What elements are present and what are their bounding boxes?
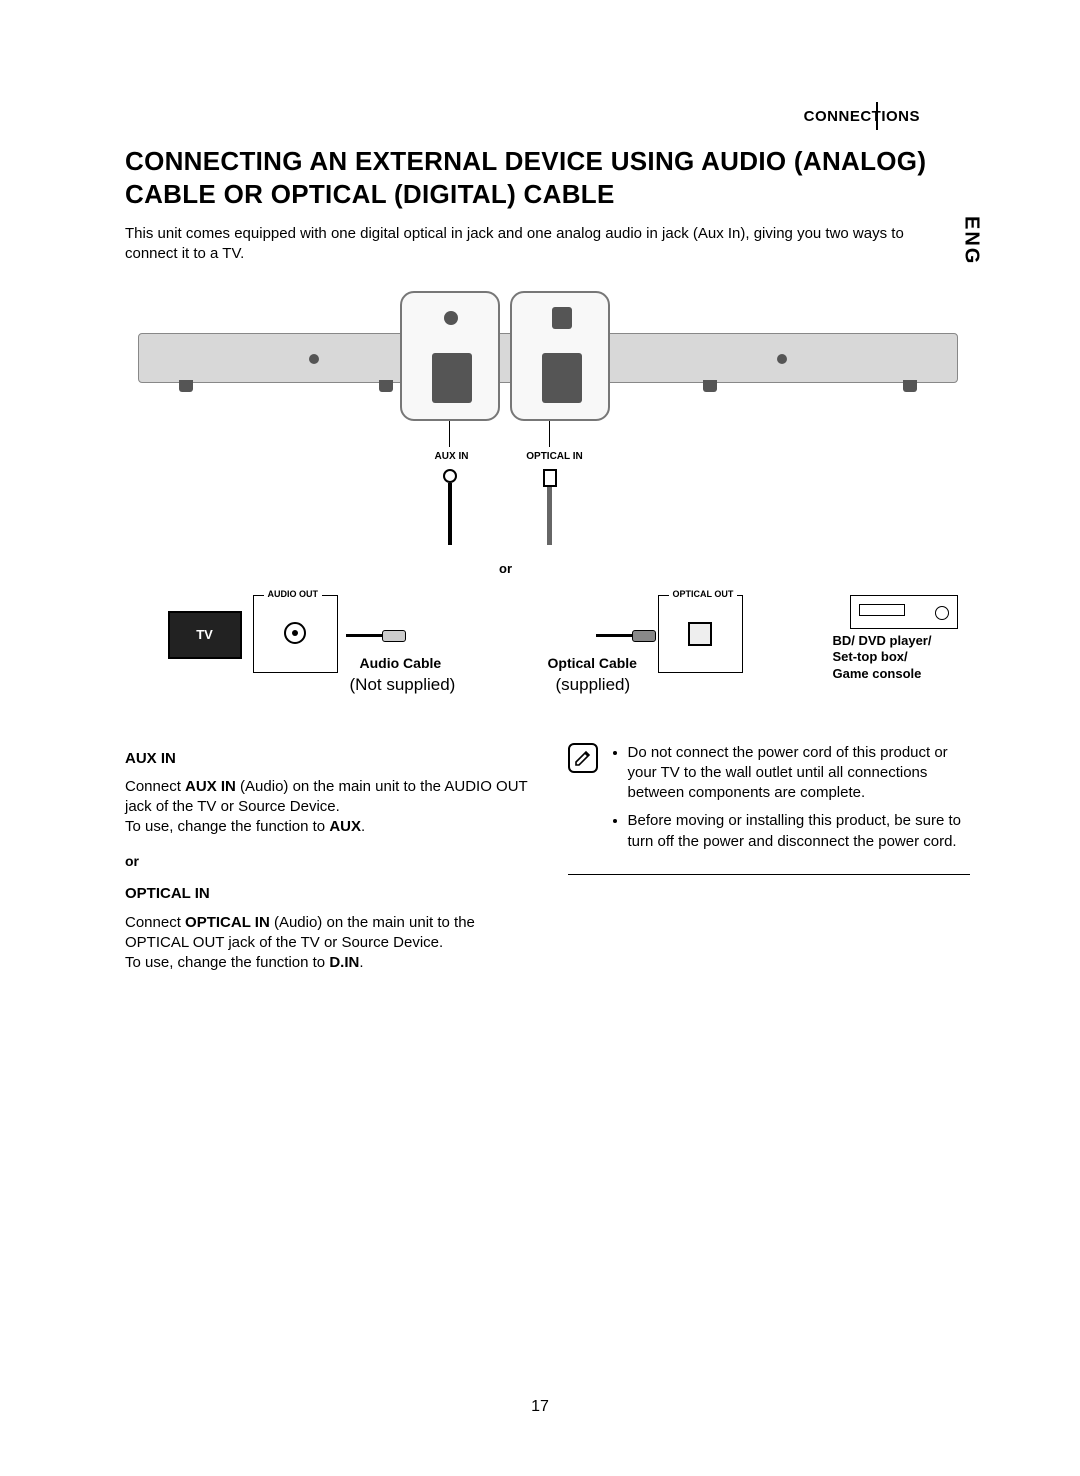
optical-cable-label: Optical Cable [548,655,637,671]
optical-plug-vertical-icon [543,469,557,547]
or-label-diagram: or [494,561,518,576]
optical-in-label: OPTICAL IN [520,451,590,462]
tv-label: TV [196,627,213,642]
text: To use, change the function to [125,954,329,971]
instruction-columns: AUX IN Connect AUX IN (Audio) on the mai… [125,743,970,988]
hdmi-port-icon [432,353,472,403]
right-column: Do not connect the power cord of this pr… [568,743,971,988]
page-number: 17 [0,1398,1080,1416]
aux-plug-horizontal-icon [346,629,406,643]
audio-cable-label: Audio Cable [360,655,442,671]
aux-in-body: Connect AUX IN (Audio) on the main unit … [125,777,528,838]
foot-icon [379,380,393,392]
foot-icon [903,380,917,392]
tv-icon: TV [168,611,242,659]
source-device-text: BD/ DVD player/ Set-top box/ Game consol… [833,633,932,682]
text: . [359,954,363,971]
audio-out-jack-icon [284,622,306,644]
optical-out-label: OPTICAL OUT [669,590,738,600]
optical-in-heading: OPTICAL IN [125,884,528,904]
optical-out-box: OPTICAL OUT [658,595,743,673]
foot-icon [179,380,193,392]
connection-diagram: AUX IN OPTICAL IN or TV AUDIO OUT OPTICA… [138,283,958,713]
foot-icon [703,380,717,392]
pencil-icon [573,748,593,768]
optical-out-jack-icon [688,622,712,646]
note-item: Do not connect the power cord of this pr… [628,743,971,804]
text-bold: OPTICAL IN [185,914,270,931]
text-bold: AUX [329,818,361,835]
aux-in-heading: AUX IN [125,749,528,769]
aux-in-label: AUX IN [428,451,476,462]
optical-jack-icon [552,307,572,329]
section-label: CONNECTIONS [804,108,920,125]
audio-out-label: AUDIO OUT [264,590,323,600]
text: Connect [125,778,185,795]
screw-icon [309,354,319,364]
note-item: Before moving or installing this product… [628,811,971,852]
audio-cable-note: (Not supplied) [350,675,456,695]
page-title: CONNECTING AN EXTERNAL DEVICE USING AUDI… [125,145,970,210]
left-column: AUX IN Connect AUX IN (Audio) on the mai… [125,743,528,988]
screw-icon [777,354,787,364]
language-tab: ENG [954,205,988,277]
text: To use, change the function to [125,818,329,835]
source-device-icon [850,595,958,629]
optical-plug-horizontal-icon [596,629,656,643]
hdmi-port-icon [542,353,582,403]
optical-port-zoom [510,291,610,421]
audio-out-box: AUDIO OUT [253,595,338,673]
aux-plug-vertical-icon [443,469,457,547]
aux-port-zoom [400,291,500,421]
leader-line [549,421,551,447]
note-box: Do not connect the power cord of this pr… [568,743,971,875]
optical-in-body: Connect OPTICAL IN (Audio) on the main u… [125,913,528,974]
leader-line [449,421,451,447]
optical-cable-note: (supplied) [556,675,631,695]
text: Connect [125,914,185,931]
source-device-label: BD/ DVD player/ Set-top box/ Game consol… [833,633,958,684]
text-bold: D.IN [329,954,359,971]
intro-paragraph: This unit comes equipped with one digita… [125,224,925,265]
language-code: ENG [960,216,983,265]
note-list: Do not connect the power cord of this pr… [610,743,971,860]
aux-jack-icon [444,311,458,325]
note-icon [568,743,598,773]
or-separator: or [125,852,528,871]
text: . [361,818,365,835]
text-bold: AUX IN [185,778,236,795]
